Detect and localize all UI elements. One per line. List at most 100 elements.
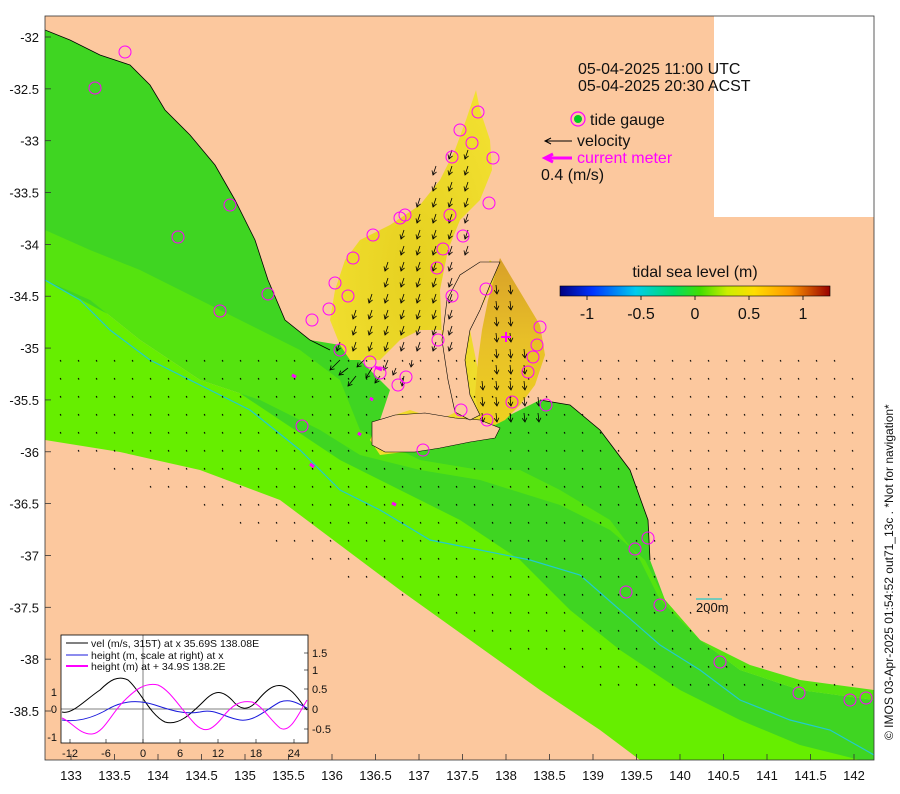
- tide-gauge-icon: [570, 111, 586, 127]
- velocity-arrow: [347, 375, 357, 387]
- tide-gauge-marker: [843, 693, 857, 707]
- tide-gauge-marker: [295, 419, 309, 433]
- tide-gauge-marker: [479, 282, 493, 296]
- y-tick-label: -37.5: [9, 600, 39, 615]
- velocity-arrow: [416, 213, 421, 224]
- velocity-arrow: [464, 213, 469, 224]
- timestamp-utc: 05-04-2025 11:00 UTC: [578, 61, 740, 78]
- tide-gauge-marker: [526, 350, 540, 364]
- velocity-arrow: [368, 341, 373, 352]
- tide-gauge-fill-icon: [574, 115, 582, 123]
- tide-gauge-marker: [328, 276, 342, 290]
- legend-scale: 0.4 (m/s): [541, 167, 604, 184]
- tide-gauge-marker: [223, 198, 237, 212]
- tide-gauge-marker: [456, 229, 470, 243]
- current-meter-mark: [391, 501, 397, 507]
- isobath-200m: [45, 279, 874, 756]
- velocity-arrow: [448, 229, 453, 240]
- x-tick-label: 133.5: [98, 768, 131, 783]
- tide-gauges: [88, 45, 873, 707]
- velocity-arrow: [448, 341, 453, 352]
- velocity-arrow: [410, 359, 413, 368]
- tide-gauge-marker: [465, 136, 479, 150]
- velocity-arrow: [432, 165, 437, 176]
- inset-frame: [60, 634, 309, 744]
- tide-gauge-marker: [443, 208, 457, 222]
- y-tick-label: -35.5: [9, 393, 39, 408]
- tide-gauge-marker: [533, 320, 547, 334]
- velocity-arrow: [400, 325, 405, 336]
- gulf-st-vincent: [475, 258, 545, 425]
- tide-gauge-marker: [713, 655, 727, 669]
- tide-gauge-marker: [453, 123, 467, 137]
- tide-gauge-marker: [88, 81, 102, 95]
- x-tick-label: 141.5: [794, 768, 827, 783]
- y-tick-label: -38: [20, 652, 39, 667]
- inset-x-tick: 18: [250, 748, 262, 760]
- tide-gauge-marker: [505, 395, 519, 409]
- tide-gauge-marker: [213, 304, 227, 318]
- inset-x-tick: 6: [177, 748, 183, 760]
- x-axis: 133 133.5 134 134.5 135 135.5 136 136.5 137 137.5…: [60, 754, 865, 783]
- inset-y-right-tick: 1: [312, 665, 318, 677]
- inset-series-height-x: [61, 700, 308, 722]
- inset-x-tick: 0: [140, 748, 146, 760]
- tide-gauge-marker: [363, 355, 377, 369]
- tide-gauge-marker: [628, 542, 642, 556]
- inset-y-right-tick: -0.5: [312, 724, 331, 736]
- inset-y-right-tick: 0: [312, 704, 318, 716]
- current-meter-mark: [357, 431, 362, 437]
- velocity-arrow: [392, 367, 397, 376]
- legend-current-meter: current meter: [577, 150, 673, 167]
- current-meters: [291, 365, 397, 507]
- y-tick-label: -37: [20, 548, 39, 563]
- velocity-arrow: [432, 181, 437, 192]
- colorbar-tick-label: 0.5: [738, 306, 760, 323]
- velocity-arrow: [448, 325, 453, 336]
- velocity-arrow: [400, 261, 405, 272]
- current-meter-mark: [369, 396, 374, 402]
- tide-gauge-marker: [486, 151, 500, 165]
- legend: tide gauge velocity current meter 0.4 (m…: [541, 111, 673, 184]
- tide-gauge-marker: [539, 398, 553, 412]
- tide-gauge-marker: [482, 196, 496, 210]
- velocity-arrow: [400, 309, 405, 320]
- velocity-arrow: [432, 325, 437, 336]
- velocity-arrow: [537, 396, 540, 407]
- coastline-east: [539, 399, 651, 561]
- timestamp-local: 05-04-2025 20:30 ACST: [578, 78, 751, 95]
- inset-legend-height-x: height (m, scale at right) at x: [91, 650, 224, 662]
- velocity-arrow: [400, 341, 405, 352]
- velocity-arrow: [352, 325, 357, 336]
- velocity-arrow: [509, 364, 512, 375]
- velocity-arrow: [495, 316, 498, 327]
- y-tick-label: -38.5: [9, 704, 39, 719]
- velocity-arrow: [432, 197, 437, 208]
- x-tick-label: 136: [321, 768, 343, 783]
- velocity-arrow: [464, 197, 469, 208]
- tide-gauge-marker: [366, 228, 380, 242]
- isobath-label: 200m: [696, 600, 729, 615]
- tide-gauge-marker: [333, 343, 347, 357]
- velocity-arrow: [384, 277, 389, 288]
- velocity-arrow: [523, 412, 526, 423]
- y-tick-label: -34.5: [9, 289, 39, 304]
- velocity-arrow: [356, 359, 365, 368]
- x-tick-label: 134: [147, 768, 169, 783]
- velocity-arrow: [416, 261, 421, 272]
- inset-y-left-tick: 1: [51, 687, 57, 699]
- velocity-arrow: [416, 309, 421, 320]
- velocity-arrow: [523, 364, 526, 375]
- tide-gauge-marker: [454, 403, 468, 417]
- tide-gauge-marker: [859, 691, 873, 705]
- current-meter-mark: [291, 373, 297, 379]
- colorbar-tick-label: -1: [580, 306, 594, 323]
- current-meter-mark: [309, 462, 315, 469]
- tide-gauge-marker: [431, 333, 445, 347]
- velocity-arrows: [59, 149, 854, 686]
- tide-gauge-marker: [171, 230, 185, 244]
- yorke-peninsula: [441, 261, 501, 421]
- velocity-arrow: [416, 229, 421, 240]
- velocity-arrow: [481, 380, 484, 391]
